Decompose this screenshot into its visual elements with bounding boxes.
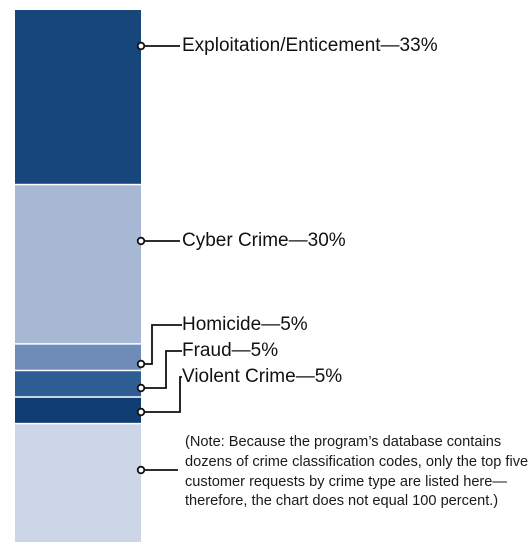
leader-dot-cyber-crime: [136, 236, 146, 246]
leader-dot-homicide: [136, 359, 146, 369]
leader-dot-violent-crime: [136, 407, 146, 417]
bar-segment-fraud: [15, 371, 141, 397]
bar-segment-cyber-crime: [15, 185, 141, 344]
leader-line-homicide: [144, 324, 182, 365]
chart-note: (Note: Because the program’s database co…: [185, 434, 529, 510]
bar-segment-remainder: [15, 424, 141, 542]
label-cyber-crime: Cyber Crime—30%: [182, 230, 346, 251]
leader-line-violent-crime: [144, 376, 182, 413]
label-homicide: Homicide—5%: [182, 314, 308, 335]
label-violent-crime: Violent Crime—5%: [182, 366, 342, 387]
leader-dot-note: [136, 465, 146, 475]
bar-segment-exploitation-enticement: [15, 10, 141, 184]
bar-segment-violent-crime: [15, 397, 141, 423]
bar-segment-homicide: [15, 344, 141, 370]
label-fraud: Fraud—5%: [182, 340, 278, 361]
label-exploitation-enticement: Exploitation/Enticement—33%: [182, 35, 438, 56]
leader-dot-fraud: [136, 383, 146, 393]
leader-dot-exploitation-enticement: [136, 41, 146, 51]
leader-line-fraud: [144, 350, 182, 389]
